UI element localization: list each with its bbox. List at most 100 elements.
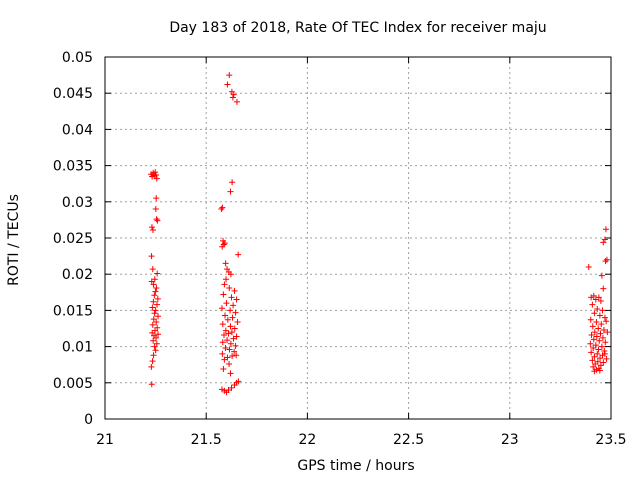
data-point: [597, 330, 604, 337]
y-tick-label: 0.045: [53, 86, 93, 102]
data-point: [596, 367, 603, 374]
data-point: [221, 356, 228, 363]
axis-ticks: [104, 56, 612, 420]
data-point: [587, 340, 594, 347]
data-point: [601, 347, 608, 354]
data-point: [601, 350, 608, 357]
data-point: [148, 224, 155, 231]
grid-lines: [105, 57, 611, 419]
data-point: [150, 337, 157, 344]
data-point: [221, 281, 228, 288]
data-point: [590, 363, 597, 370]
data-point: [229, 314, 236, 321]
data-point: [153, 284, 160, 291]
data-point: [153, 216, 160, 223]
data-point: [598, 321, 605, 328]
data-point: [231, 287, 238, 294]
data-point: [600, 326, 607, 333]
y-tick-label: 0.01: [62, 340, 93, 356]
tick-labels: 21 21.5 22 22.5 23 23.5 0 0.005 0.01 0.015 0.02 0.0…: [53, 50, 627, 448]
data-point: [232, 309, 239, 316]
data-point: [589, 301, 596, 308]
data-point: [150, 298, 157, 305]
data-point: [229, 353, 236, 360]
data-point: [225, 387, 232, 394]
data-point: [233, 333, 240, 340]
data-point: [591, 353, 598, 360]
data-point: [232, 342, 239, 349]
data-point: [152, 169, 159, 176]
data-point: [230, 302, 237, 309]
y-tick-label: 0.005: [53, 376, 93, 392]
data-point: [602, 258, 609, 265]
data-point: [596, 337, 603, 344]
data-point: [600, 285, 607, 292]
data-point: [222, 327, 229, 334]
data-point: [599, 334, 606, 341]
data-point: [588, 349, 595, 356]
data-point: [148, 253, 155, 260]
data-point: [597, 297, 604, 304]
data-point: [148, 363, 155, 370]
data-point: [597, 355, 604, 362]
data-point: [603, 318, 610, 325]
data-point: [227, 340, 234, 347]
data-point: [227, 323, 234, 330]
y-axis-label: ROTI / TECUs: [6, 194, 22, 286]
data-point: [228, 329, 235, 336]
data-point: [154, 295, 161, 302]
y-tick-label: 0.05: [62, 50, 93, 66]
y-tick-label: 0.025: [53, 231, 93, 247]
data-point: [235, 378, 242, 385]
data-point: [221, 332, 228, 339]
data-point: [224, 316, 231, 323]
data-point: [592, 296, 599, 303]
x-tick-label: 23.5: [595, 432, 626, 448]
data-point: [219, 243, 226, 250]
data-point: [600, 239, 607, 246]
data-point: [595, 325, 602, 332]
data-point: [235, 251, 242, 258]
data-point: [154, 301, 161, 308]
data-point: [599, 307, 606, 314]
data-point: [226, 360, 233, 367]
x-tick-label: 23: [501, 432, 519, 448]
data-point: [228, 384, 235, 391]
data-point: [149, 358, 156, 365]
data-point: [149, 321, 156, 328]
data-point: [602, 226, 609, 233]
data-point: [218, 305, 225, 312]
data-point: [151, 276, 158, 283]
data-point: [152, 347, 159, 354]
x-tick-label: 22.5: [393, 432, 424, 448]
data-point: [153, 318, 160, 325]
data-point: [228, 294, 235, 301]
data-points: [148, 72, 611, 396]
data-point: [591, 368, 598, 375]
data-point: [224, 81, 231, 88]
y-tick-label: 0.02: [62, 267, 93, 283]
data-point: [589, 357, 596, 364]
data-point: [595, 346, 602, 353]
data-point: [149, 227, 156, 234]
chart-title: Day 183 of 2018, Rate Of TEC Index for r…: [169, 20, 546, 36]
data-point: [230, 91, 237, 98]
data-point: [149, 304, 156, 311]
data-point: [590, 336, 597, 343]
data-point: [598, 272, 605, 279]
data-point: [220, 291, 227, 298]
data-point: [231, 348, 238, 355]
data-point: [227, 370, 234, 377]
data-point: [227, 188, 234, 195]
data-point: [152, 206, 159, 213]
data-point: [589, 323, 596, 330]
data-point: [226, 346, 233, 353]
data-point: [219, 204, 226, 211]
data-point: [591, 329, 598, 336]
data-point: [225, 330, 232, 337]
data-point: [593, 318, 600, 325]
data-point: [222, 345, 229, 352]
data-point: [150, 281, 157, 288]
